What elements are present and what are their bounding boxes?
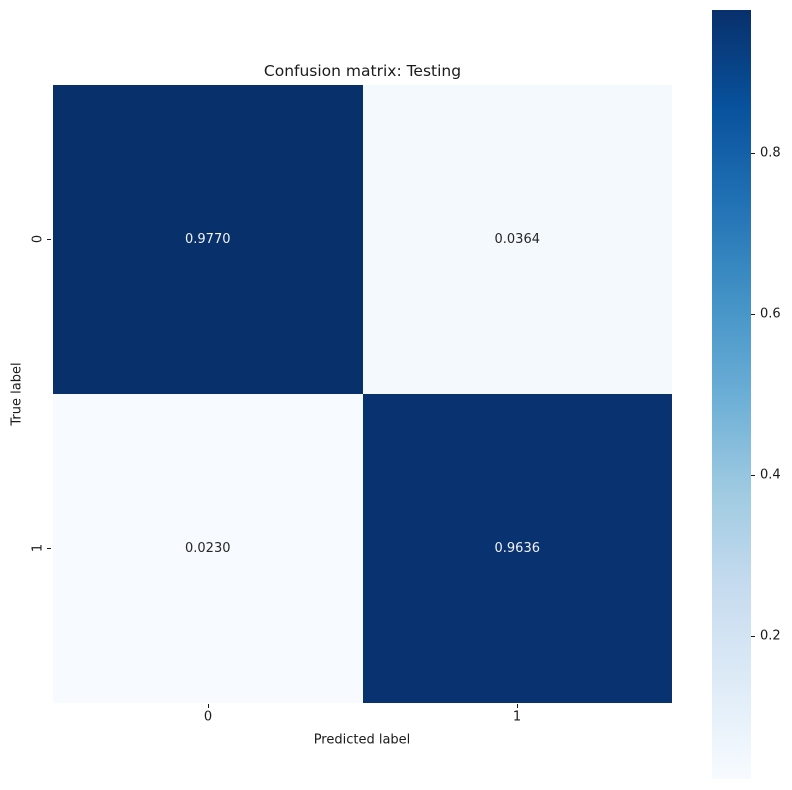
heatmap: 0.9770 0.0364 0.0230 0.9636 — [53, 85, 672, 703]
colorbar — [712, 10, 751, 779]
colorbar-tick-label-0.2: 0.2 — [760, 628, 781, 644]
colorbar-tick-mark-0.8 — [751, 152, 755, 154]
x-axis-label: Predicted label — [313, 732, 411, 748]
heatmap-cell-r0c0: 0.9770 — [53, 85, 363, 394]
colorbar-tick-mark-0.6 — [751, 313, 755, 315]
heatmap-cell-r0c1: 0.0364 — [362, 85, 672, 394]
colorbar-tick-label-0.4: 0.4 — [760, 467, 781, 483]
x-tick-label-0: 0 — [203, 709, 213, 725]
colorbar-tick-label-0.6: 0.6 — [760, 306, 781, 322]
colorbar-tick-label-0.8: 0.8 — [760, 145, 781, 161]
y-tick-label-1: 1 — [30, 543, 46, 553]
y-tick-mark-0 — [47, 239, 51, 240]
x-tick-mark-1 — [517, 704, 518, 708]
y-axis-label: True label — [9, 362, 25, 426]
colorbar-tick-mark-0.2 — [751, 636, 755, 638]
y-tick-label-0: 0 — [30, 234, 46, 244]
colorbar-tick-mark-0.4 — [751, 475, 755, 477]
x-tick-label-1: 1 — [512, 709, 522, 725]
chart-title: Confusion matrix: Testing — [263, 62, 462, 80]
x-tick-mark-0 — [208, 704, 209, 708]
heatmap-cell-r1c0: 0.0230 — [53, 394, 363, 703]
y-tick-mark-1 — [47, 548, 51, 549]
heatmap-cell-r1c1: 0.9636 — [362, 394, 672, 703]
